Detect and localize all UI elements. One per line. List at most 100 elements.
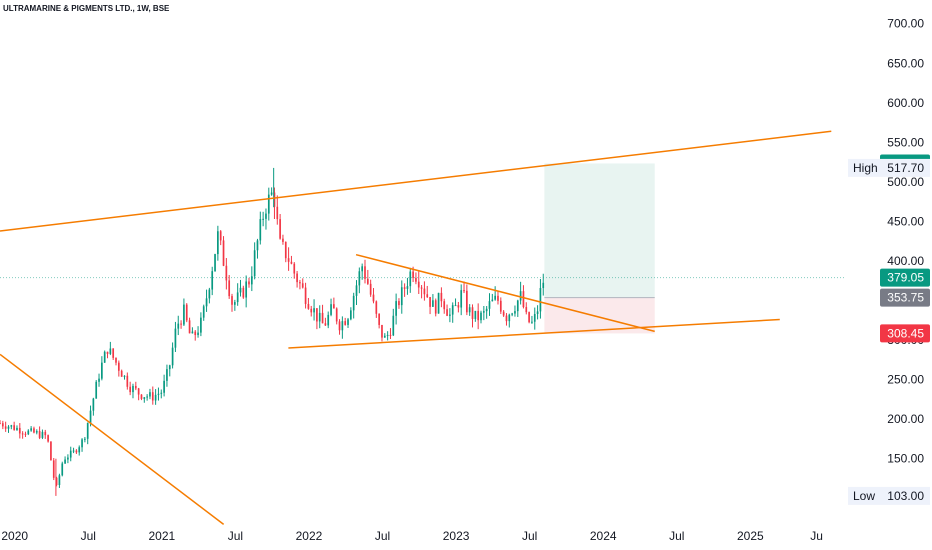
candle-body	[516, 300, 519, 312]
candle-body	[200, 317, 202, 333]
candle-body	[75, 450, 78, 453]
y-tick-label: 150.00	[887, 452, 924, 466]
candle-body	[7, 426, 10, 429]
candle-body	[188, 320, 191, 334]
candle-body	[539, 288, 542, 312]
y-tick-label: 250.00	[887, 373, 924, 387]
candle-body	[1, 423, 4, 427]
candle-body	[499, 300, 502, 312]
y-tick-label: 400.00	[887, 254, 924, 268]
candle-body	[276, 206, 279, 220]
candle-body	[4, 426, 7, 429]
candle-body	[369, 283, 372, 295]
candle-body	[115, 357, 117, 363]
candle-body	[364, 266, 366, 279]
candle-body	[21, 433, 24, 435]
price-axis[interactable]: 700.00 650.00 600.00 550.00 500.00 450.00 400.…	[887, 17, 924, 506]
y-tick-label: 200.00	[887, 412, 924, 426]
candle-body	[267, 194, 270, 214]
candle-body	[485, 308, 488, 312]
candle-body	[166, 369, 168, 381]
trendlines[interactable]	[0, 130, 832, 525]
candle-body	[409, 271, 412, 287]
candle-body	[327, 314, 330, 326]
candle-body	[522, 291, 525, 308]
price-tag-label: 308.45	[887, 326, 924, 340]
candle-body	[174, 328, 177, 348]
candle-body	[528, 312, 530, 323]
candle-body	[330, 304, 332, 315]
candle-body	[420, 287, 423, 289]
candle-body	[185, 304, 188, 321]
candle-body	[222, 240, 225, 266]
y-tick-label: 650.00	[887, 56, 924, 70]
candle-body	[338, 321, 341, 331]
price-tag	[880, 324, 930, 343]
price-tag	[880, 288, 930, 307]
chart-title: ULTRAMARINE & PIGMENTS LTD., 1W, BSE	[3, 4, 170, 13]
candle-body	[132, 385, 134, 393]
candle-body	[242, 287, 245, 298]
candle-body	[140, 394, 143, 399]
price-tags: 523.35379.05353.75308.45High517.70Low103…	[848, 154, 930, 505]
candle-body	[457, 305, 460, 308]
candle-body	[361, 266, 364, 272]
low-label-value: 103.00	[887, 489, 924, 503]
candle-body	[205, 298, 208, 307]
candle-body	[67, 457, 69, 460]
candle-body	[231, 296, 233, 305]
candle-body	[146, 396, 148, 398]
x-tick-label: 2024	[590, 529, 617, 543]
y-tick-label: 600.00	[887, 96, 924, 110]
candle-body	[426, 294, 429, 298]
candle-body	[38, 431, 41, 438]
candle-body	[454, 305, 457, 307]
trendline-downtrend-left	[0, 353, 225, 525]
candle-body	[333, 304, 335, 309]
candle-body	[197, 332, 199, 336]
candle-body	[316, 308, 318, 322]
candle-body	[233, 302, 236, 305]
y-tick-label: 550.00	[887, 135, 924, 149]
candle-body	[30, 428, 32, 431]
candle-body	[98, 378, 100, 382]
candle-body	[466, 290, 468, 313]
x-tick-label: 2020	[1, 529, 28, 543]
x-tick-label: Jul	[522, 529, 537, 543]
candle-body	[406, 286, 409, 289]
candle-body	[101, 362, 103, 379]
candle-body	[228, 280, 231, 297]
candle-body	[423, 288, 426, 295]
x-tick-label: Jul	[81, 529, 96, 543]
candle-body	[33, 428, 35, 433]
candle-body	[372, 294, 375, 302]
candle-body	[273, 192, 276, 207]
candle-body	[432, 300, 434, 307]
candle-body	[502, 311, 505, 316]
candle-body	[389, 334, 392, 336]
candle-body	[84, 438, 86, 440]
candle-body	[505, 315, 508, 322]
x-tick-label: 2025	[737, 529, 764, 543]
candle-body	[163, 380, 165, 393]
candle-body	[149, 392, 151, 397]
candle-body	[0, 423, 1, 425]
candle-body	[194, 331, 197, 336]
position-zones	[544, 163, 655, 334]
candle-body	[304, 287, 307, 304]
time-axis[interactable]: 2020 Jul 2021 Jul 2022 Jul 2023 Jul 2024 Jul 2025 J…	[1, 529, 823, 543]
candle-body	[378, 313, 380, 325]
candle-body	[508, 314, 511, 322]
candle-body	[301, 283, 304, 288]
candle-body	[137, 388, 140, 395]
candle-body	[183, 304, 185, 325]
candle-body	[262, 218, 264, 220]
x-tick-label: Jul	[669, 529, 684, 543]
candle-body	[412, 271, 414, 278]
candle-body	[27, 430, 30, 435]
y-tick-label: 450.00	[887, 214, 924, 228]
candle-body	[344, 321, 347, 325]
candle-body	[109, 348, 112, 354]
